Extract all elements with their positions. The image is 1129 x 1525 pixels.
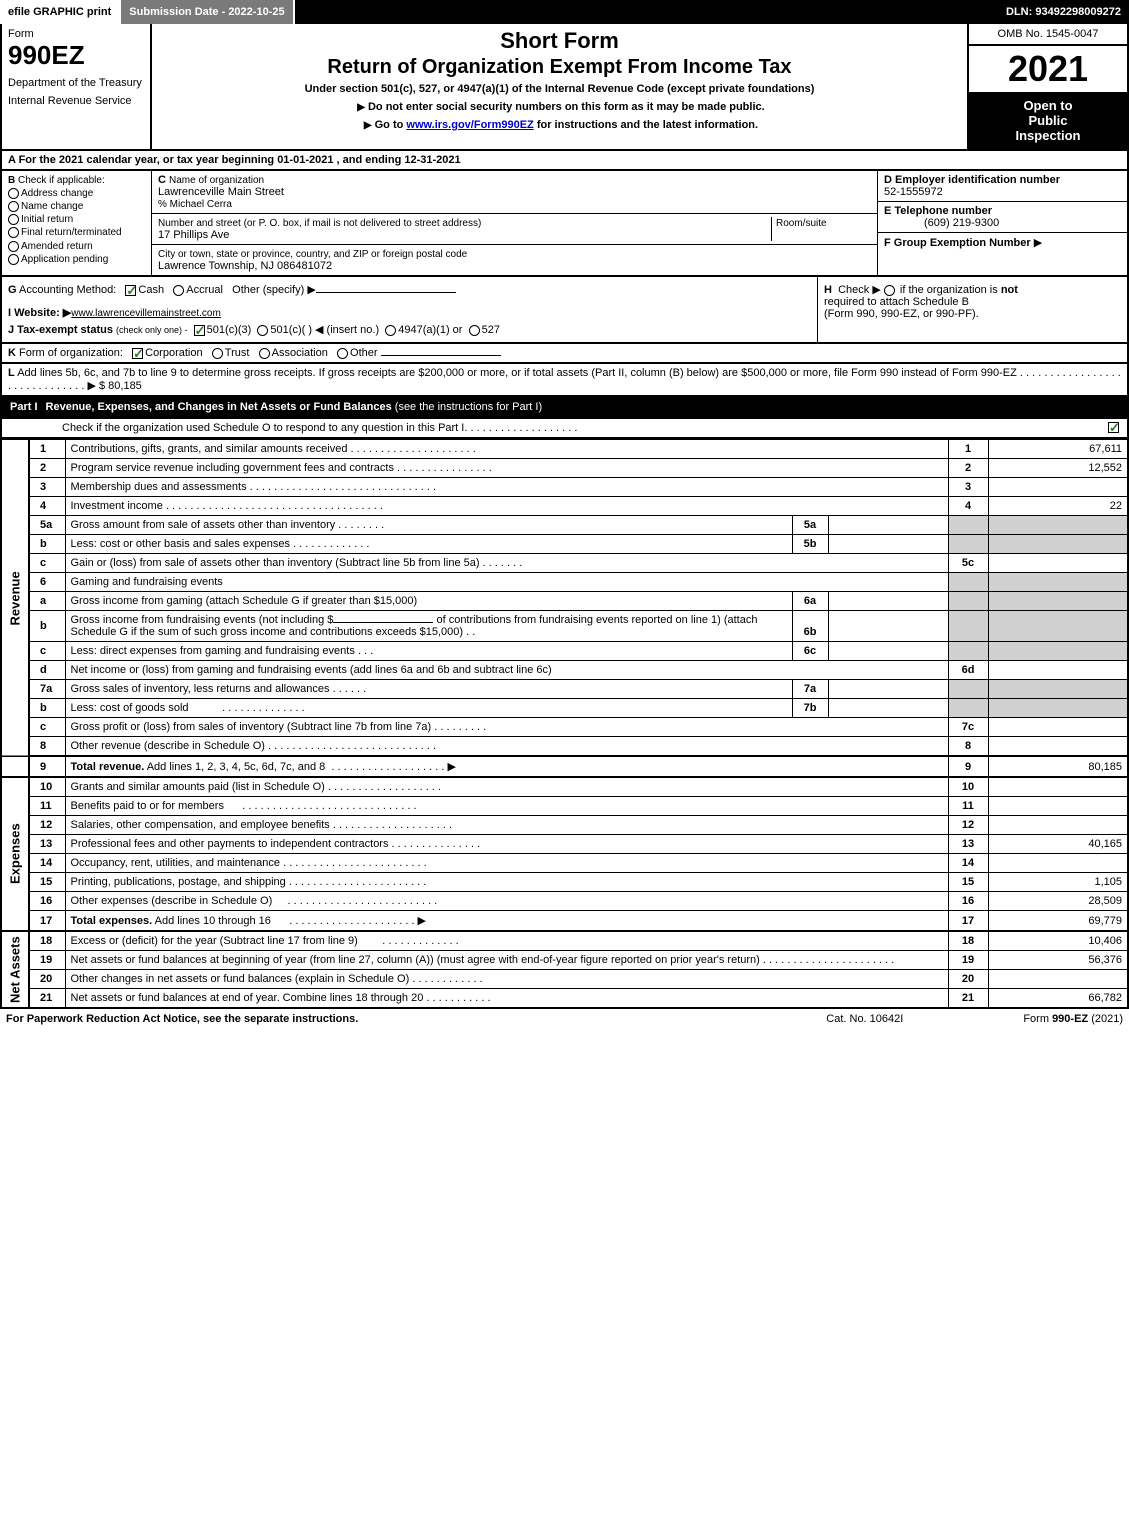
revenue-side-label: Revenue [1, 440, 29, 757]
amt-3 [988, 478, 1128, 497]
subtitle: Under section 501(c), 527, or 4947(a)(1)… [158, 83, 961, 95]
chk-final-return[interactable]: Final return/terminated [8, 227, 145, 238]
chk-trust[interactable] [212, 348, 223, 359]
amt-4: 22 [988, 497, 1128, 516]
part-1-header: Part I Revenue, Expenses, and Changes in… [0, 397, 1129, 419]
org-name: Lawrenceville Main Street [158, 186, 284, 198]
chk-accrual[interactable] [173, 285, 184, 296]
chk-amended-return[interactable]: Amended return [8, 241, 145, 252]
city-state-zip: Lawrence Township, NJ 086481072 [158, 260, 332, 272]
amt-16: 28,509 [988, 892, 1128, 911]
amt-13: 40,165 [988, 835, 1128, 854]
form-header: Form 990EZ Department of the Treasury In… [0, 24, 1129, 151]
header-left: Form 990EZ Department of the Treasury In… [2, 24, 152, 149]
chk-corporation[interactable] [132, 348, 143, 359]
net-assets-side-label: Net Assets [1, 931, 29, 1008]
chk-other-org[interactable] [337, 348, 348, 359]
amt-6d [988, 661, 1128, 680]
cat-no: Cat. No. 10642I [826, 1013, 903, 1025]
telephone: (609) 219-9300 [884, 217, 999, 229]
expenses-side-label: Expenses [1, 777, 29, 931]
chk-501c[interactable] [257, 325, 268, 336]
gross-receipts-amount: $ 80,185 [99, 380, 142, 392]
chk-501c3[interactable] [194, 325, 205, 336]
amt-5c [988, 554, 1128, 573]
page-footer: For Paperwork Reduction Act Notice, see … [0, 1009, 1129, 1029]
goto-instructions: Go to www.irs.gov/Form990EZ for instruct… [158, 119, 961, 131]
section-gh: G Accounting Method: Cash Accrual Other … [0, 277, 1129, 344]
amt-12 [988, 816, 1128, 835]
header-center: Short Form Return of Organization Exempt… [152, 24, 967, 149]
row-a-tax-year: A For the 2021 calendar year, or tax yea… [0, 151, 1129, 171]
tax-year: 2021 [969, 46, 1127, 92]
row-l: L Add lines 5b, 6c, and 7b to line 9 to … [0, 364, 1129, 397]
no-ssn-warning: Do not enter social security numbers on … [158, 101, 961, 113]
chk-cash[interactable] [125, 285, 136, 296]
amt-9: 80,185 [988, 756, 1128, 777]
omb-number: OMB No. 1545-0047 [969, 24, 1127, 46]
amt-10 [988, 777, 1128, 797]
section-g-i-j: G Accounting Method: Cash Accrual Other … [2, 277, 817, 342]
amt-14 [988, 854, 1128, 873]
chk-address-change[interactable]: Address change [8, 188, 145, 199]
amt-21: 66,782 [988, 989, 1128, 1009]
amt-8 [988, 737, 1128, 757]
ein: 52-1555972 [884, 186, 943, 198]
amt-17: 69,779 [988, 911, 1128, 932]
chk-application-pending[interactable]: Application pending [8, 254, 145, 265]
header-right: OMB No. 1545-0047 2021 Open to Public In… [967, 24, 1127, 149]
dept-treasury: Department of the Treasury [8, 77, 144, 89]
chk-initial-return[interactable]: Initial return [8, 214, 145, 225]
chk-schedule-o[interactable] [1108, 422, 1119, 433]
chk-schedule-b[interactable] [884, 285, 895, 296]
street-address: 17 Phillips Ave [158, 229, 229, 241]
section-b: B Check if applicable: Address change Na… [2, 171, 152, 275]
part-1-table: Revenue 1Contributions, gifts, grants, a… [0, 439, 1129, 1009]
section-h: H Check ▶ if the organization is not req… [817, 277, 1127, 342]
chk-association[interactable] [259, 348, 270, 359]
website-link[interactable]: www.lawrencevillemainstreet.com [71, 308, 221, 319]
short-form-title: Short Form [158, 28, 961, 54]
amt-19: 56,376 [988, 951, 1128, 970]
care-of: % Michael Cerra [158, 199, 232, 210]
amt-15: 1,105 [988, 873, 1128, 892]
chk-527[interactable] [469, 325, 480, 336]
amt-1: 67,611 [988, 440, 1128, 459]
section-c: C Name of organization Lawrenceville Mai… [152, 171, 877, 275]
paperwork-notice: For Paperwork Reduction Act Notice, see … [6, 1013, 826, 1025]
info-block-bcd: B Check if applicable: Address change Na… [0, 171, 1129, 277]
efile-print[interactable]: efile GRAPHIC print [0, 0, 121, 24]
main-title: Return of Organization Exempt From Incom… [158, 56, 961, 79]
part-1-check-o: Check if the organization used Schedule … [0, 419, 1129, 439]
amt-7c [988, 718, 1128, 737]
chk-name-change[interactable]: Name change [8, 201, 145, 212]
top-bar: efile GRAPHIC print Submission Date - 20… [0, 0, 1129, 24]
dln: DLN: 93492298009272 [998, 0, 1129, 24]
amt-2: 12,552 [988, 459, 1128, 478]
amt-20 [988, 970, 1128, 989]
submission-date: Submission Date - 2022-10-25 [121, 0, 294, 24]
row-k: K Form of organization: Corporation Trus… [0, 344, 1129, 364]
irs-link[interactable]: www.irs.gov/Form990EZ [406, 119, 533, 131]
form-footer: Form 990-EZ (2021) [1023, 1013, 1123, 1025]
amt-11 [988, 797, 1128, 816]
form-label: Form [8, 28, 144, 40]
open-to-public: Open to Public Inspection [969, 92, 1127, 149]
amt-18: 10,406 [988, 931, 1128, 951]
dept-irs: Internal Revenue Service [8, 95, 144, 107]
section-def: D Employer identification number 52-1555… [877, 171, 1127, 275]
chk-4947[interactable] [385, 325, 396, 336]
form-number: 990EZ [8, 40, 144, 71]
